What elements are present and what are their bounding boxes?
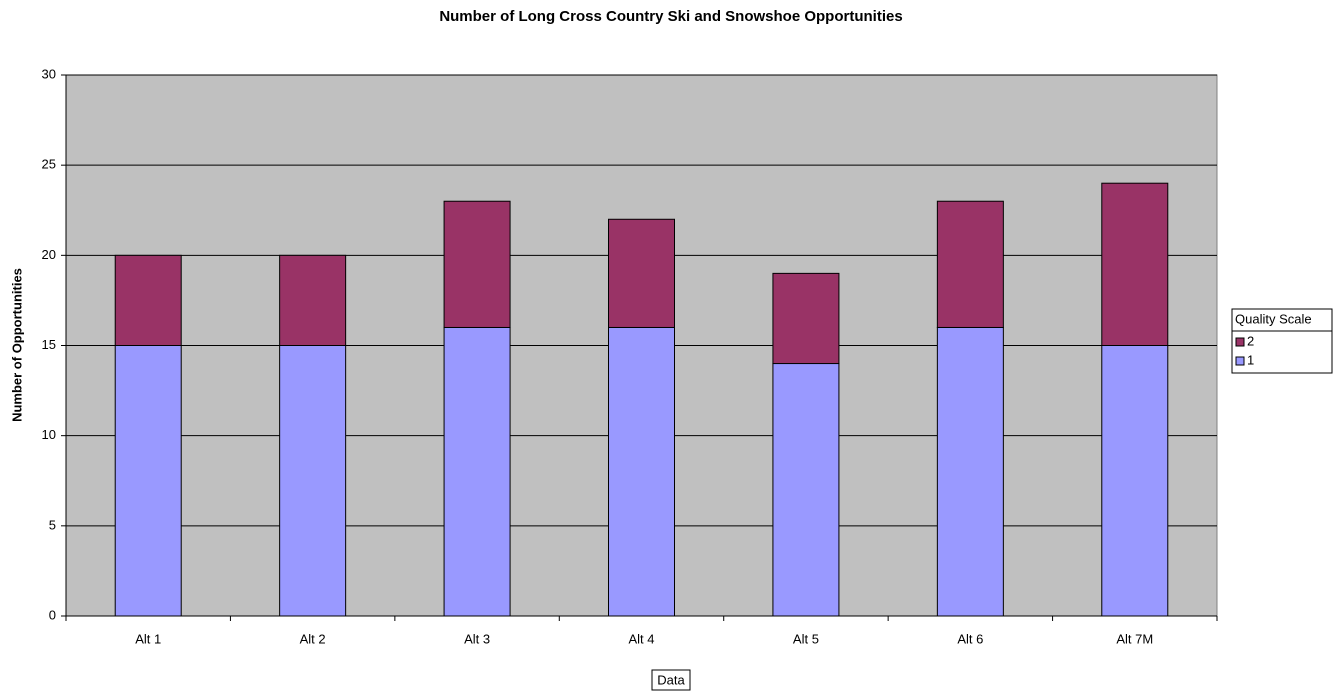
bar-segment <box>279 345 347 617</box>
y-tick-label: 0 <box>49 607 56 622</box>
legend-swatch <box>1235 337 1245 347</box>
legend-label: 1 <box>1247 352 1254 367</box>
x-tick-label: Alt 4 <box>628 631 654 646</box>
bar-segment <box>936 326 1004 617</box>
x-tick-label: Alt 5 <box>793 631 819 646</box>
bar-segment <box>936 200 1004 328</box>
bar-segment <box>608 218 675 328</box>
legend-swatch <box>1235 356 1245 366</box>
legend-box <box>1231 308 1333 374</box>
y-tick-label: 10 <box>42 427 56 442</box>
bar-segment <box>772 363 840 617</box>
bar-segment <box>279 254 347 346</box>
y-tick-label: 5 <box>49 517 56 532</box>
x-axis-label: Data <box>657 672 685 687</box>
x-tick-label: Alt 6 <box>957 631 983 646</box>
x-tick-label: Alt 1 <box>135 631 161 646</box>
bar-segment <box>443 200 511 328</box>
bar-segment <box>443 326 511 617</box>
bar-segment <box>608 326 675 617</box>
bar-segment <box>114 254 182 346</box>
chart-title: Number of Long Cross Country Ski and Sno… <box>439 8 902 25</box>
x-tick-label: Alt 2 <box>300 631 326 646</box>
x-tick-label: Alt 7M <box>1116 631 1153 646</box>
y-tick-label: 20 <box>42 247 56 262</box>
legend-label: 2 <box>1247 333 1254 348</box>
y-tick-label: 30 <box>42 66 56 81</box>
bar-segment <box>1101 182 1169 346</box>
y-tick-label: 25 <box>42 157 56 172</box>
bar-segment <box>114 345 182 617</box>
bar-segment <box>772 272 840 365</box>
legend-title: Quality Scale <box>1235 311 1312 326</box>
bar-segment <box>1101 345 1169 617</box>
x-label-box <box>651 669 691 691</box>
x-tick-label: Alt 3 <box>464 631 490 646</box>
y-tick-label: 15 <box>42 337 56 352</box>
y-axis-label: Number of Opportunities <box>9 268 24 422</box>
